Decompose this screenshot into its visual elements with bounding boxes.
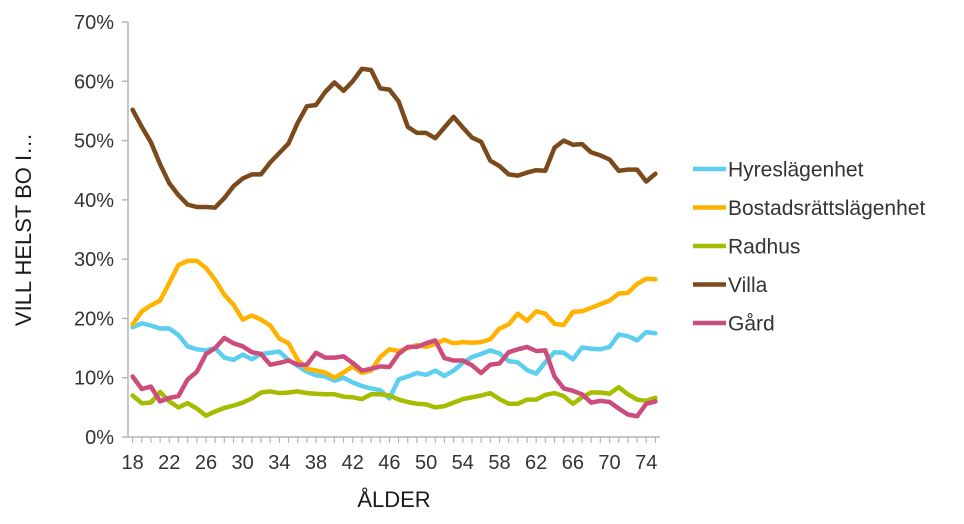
series-line-4 [130, 335, 658, 419]
y-axis-ticks: 0% 10% 20% 30% 40% 50% 60% 70% [74, 12, 128, 449]
x-tick-label: 38 [305, 452, 327, 474]
x-axis-ticks: 18 22 26 30 34 38 42 46 50 54 58 62 66 70 74 [121, 437, 657, 474]
y-tick-label: 10% [74, 368, 114, 390]
x-tick-label: 22 [158, 452, 180, 474]
x-tick-label: 26 [195, 452, 217, 474]
x-tick-label: 58 [488, 452, 510, 474]
series-line-2 [130, 384, 658, 418]
x-tick-label: 54 [452, 452, 474, 474]
legend-label: Villa [728, 274, 768, 297]
legend-label: Bostadsrättslägenhet [728, 197, 925, 220]
x-tick-label: 18 [121, 452, 143, 474]
x-tick-label: 74 [635, 452, 657, 474]
legend-label: Hyreslägenhet [728, 159, 864, 182]
x-tick-label: 50 [415, 452, 437, 474]
y-tick-label: 20% [74, 308, 114, 330]
x-tick-label: 46 [378, 452, 400, 474]
y-tick-label: 0% [85, 427, 114, 449]
series-line-3 [130, 66, 658, 210]
y-tick-label: 40% [74, 190, 114, 212]
x-tick-label: 42 [342, 452, 364, 474]
axes [127, 22, 660, 438]
legend: Hyreslägenhet Bostadsrättslägenhet Radhus V… [693, 159, 925, 336]
legend-label: Radhus [728, 236, 800, 259]
series-line-1 [130, 258, 658, 380]
x-tick-label: 30 [232, 452, 254, 474]
y-tick-label: 70% [74, 12, 114, 34]
x-tick-label: 62 [525, 452, 547, 474]
y-axis-title: VILL HELST BO I… [11, 133, 36, 326]
series-lines [130, 66, 658, 419]
x-tick-label: 34 [268, 452, 290, 474]
x-tick-label: 70 [598, 452, 620, 474]
legend-label: Gård [728, 313, 775, 336]
series-line-0 [130, 320, 658, 401]
y-tick-label: 50% [74, 131, 114, 153]
y-tick-label: 30% [74, 249, 114, 271]
y-tick-label: 60% [74, 71, 114, 93]
x-axis-title: ÅLDER [357, 487, 430, 512]
x-tick-label: 66 [562, 452, 584, 474]
